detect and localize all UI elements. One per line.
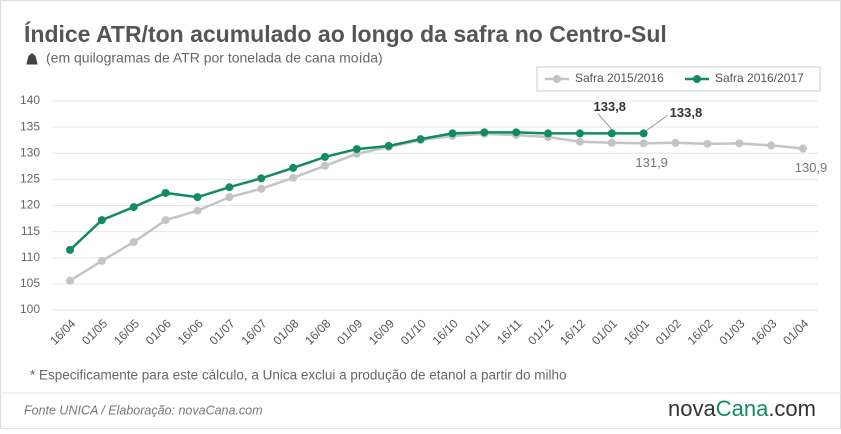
y-tick-label: 105 [20, 276, 40, 290]
series-point [448, 129, 457, 138]
series-point [607, 138, 616, 147]
y-tick-label: 125 [20, 172, 40, 186]
series-point [161, 216, 170, 225]
series-point [735, 139, 744, 148]
series-point [384, 141, 393, 150]
legend-marker [553, 75, 561, 83]
series-point [257, 174, 266, 183]
y-tick-label: 100 [20, 302, 40, 316]
series-point [66, 276, 74, 285]
series-point [193, 193, 202, 202]
series-point [193, 206, 202, 215]
series-point [289, 163, 298, 172]
subtitle: (em quilogramas de ATR por tonelada de c… [46, 50, 383, 66]
footnote: * Especificamente para este cálculo, a U… [30, 368, 567, 383]
brand-part: .com [768, 396, 816, 421]
y-tick-label: 115 [21, 224, 40, 238]
series-point [575, 137, 584, 146]
series-point [799, 144, 807, 153]
legend-box [536, 66, 821, 92]
series-point [607, 129, 616, 138]
legend-label: Safra 2016/2017 [715, 71, 804, 85]
y-tick-label: 140 [20, 93, 40, 107]
legend-marker [693, 75, 701, 83]
series-point [225, 183, 234, 192]
series-point [257, 184, 266, 193]
series-point [289, 173, 298, 182]
series-point [320, 152, 329, 161]
leader-line [646, 114, 668, 131]
series-point [767, 141, 776, 150]
y-tick-label: 120 [20, 198, 40, 212]
chart-title: Índice ATR/ton acumulado ao longo da saf… [24, 20, 667, 47]
value-label: 130,9 [795, 160, 828, 175]
brand: novaCana.com [668, 396, 816, 421]
series-point [416, 135, 425, 144]
series-point [97, 216, 106, 225]
series-point [639, 129, 648, 138]
series-point [66, 245, 74, 254]
series-point [97, 256, 106, 265]
brand-part: Cana [716, 396, 769, 421]
series-point [161, 188, 170, 197]
legend-label: Safra 2015/2016 [575, 71, 664, 85]
value-label: 133,8 [594, 99, 627, 114]
y-tick-label: 110 [21, 250, 40, 264]
y-tick-label: 130 [20, 145, 40, 159]
series-point [320, 161, 329, 170]
brand-part: nova [668, 396, 716, 421]
series-point [512, 128, 521, 137]
series-point [129, 203, 138, 212]
weight-icon [26, 53, 38, 65]
series-point [671, 138, 680, 147]
series-point [225, 193, 234, 202]
value-label: 133,8 [670, 105, 703, 120]
series-line [69, 132, 804, 282]
series-point [703, 139, 712, 148]
y-tick-label: 135 [20, 119, 40, 133]
series-point [129, 238, 138, 247]
series-point [575, 129, 584, 138]
value-label: 131,9 [635, 155, 668, 170]
series-point [544, 129, 553, 138]
series-point [352, 145, 361, 154]
leader-line [597, 113, 613, 130]
source: Fonte UNICA / Elaboração: novaCana.com [24, 403, 263, 417]
series-point [480, 128, 489, 137]
series-point [639, 139, 648, 148]
